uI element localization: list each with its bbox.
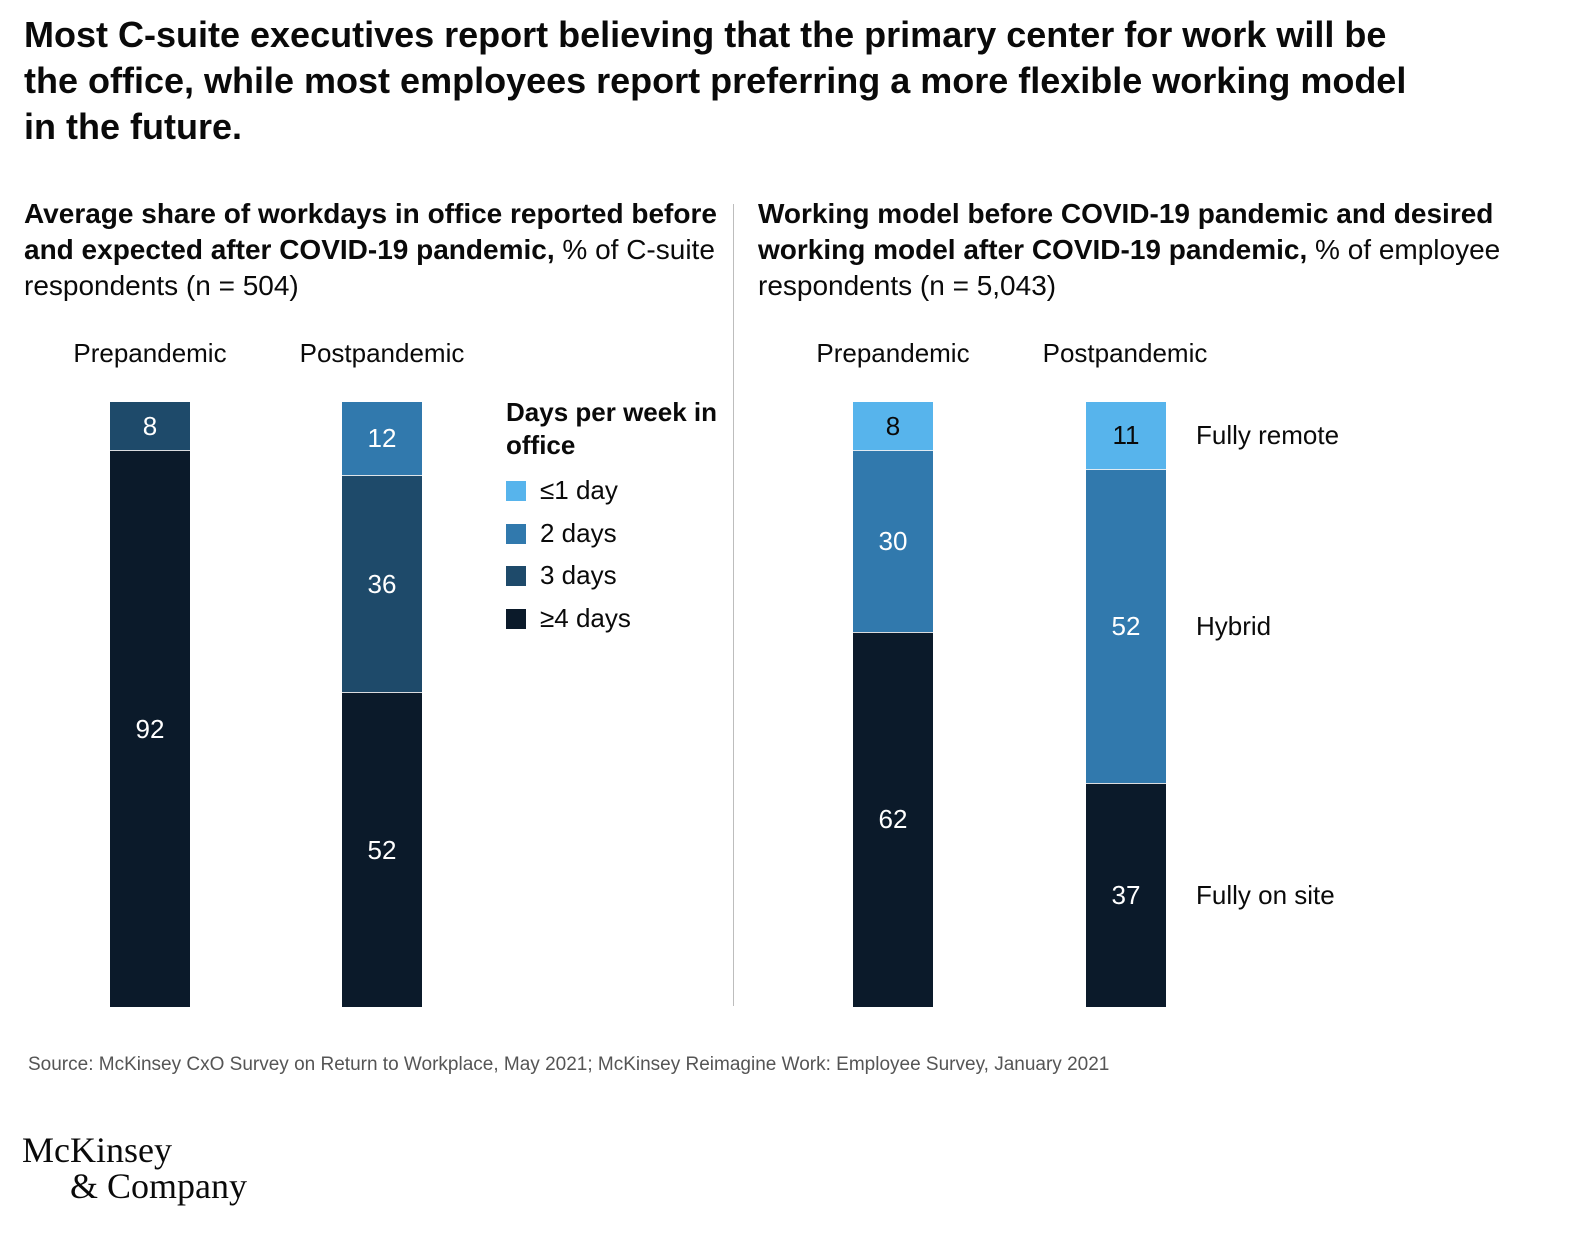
legend-label-3days: 3 days (540, 560, 617, 590)
data-label-3-days: 36 (367, 568, 397, 599)
data-label-hybrid: 52 (1111, 610, 1141, 641)
bar-segment-ge4-days (342, 692, 422, 1007)
bar-segment-2-days (342, 402, 422, 475)
data-label-fully-on-site: 62 (878, 804, 908, 835)
right-chart-title-rest: % of employee respondents (n = 5,043) (758, 234, 1501, 301)
right-bar-prepandemic: 8 30 62 (853, 402, 933, 1007)
logo-line-2: & Company (70, 1166, 247, 1206)
data-label-3-days: 8 (142, 411, 158, 442)
right-chart-subtitle: Working model before COVID-19 pandemic a… (758, 196, 1558, 304)
right-col-label-postpandemic: Postpandemic (1042, 338, 1208, 368)
bar-segment-fully-remote (853, 402, 933, 451)
legend-swatch-2days (506, 524, 526, 544)
left-bar-prepandemic: 8 92 (110, 402, 190, 1007)
legend-title: Days per week in office (506, 397, 717, 460)
left-chart-title-rest: % of C-suite respondents (n = 504) (24, 234, 715, 301)
bar-segment-fully-on-site (1086, 783, 1166, 1007)
bar-segment-hybrid (853, 450, 933, 632)
data-label-ge4-days: 52 (367, 834, 397, 865)
legend-swatch-3days (506, 566, 526, 586)
left-bar-postpandemic: 12 36 52 (342, 402, 422, 1007)
right-chart-title-bold: Working model before COVID-19 pandemic a… (758, 198, 1494, 265)
data-label-ge4-days: 92 (135, 713, 165, 744)
bar-segment-ge4-days (110, 450, 190, 1007)
right-bar-postpandemic: 11 52 37 (1086, 402, 1166, 1007)
data-label-2-days: 12 (367, 423, 397, 454)
data-label-fully-on-site: 37 (1111, 880, 1141, 911)
side-label-fully-on-site: Fully on site (1196, 880, 1335, 911)
chart-divider (733, 204, 734, 1006)
left-col-label-prepandemic: Prepandemic (73, 338, 227, 368)
side-label-fully-remote: Fully remote (1196, 420, 1340, 451)
legend-label-le1: ≤1 day (540, 475, 618, 505)
bar-segment-fully-on-site (853, 631, 933, 1007)
mckinsey-logo: McKinsey & Company (22, 1132, 247, 1204)
headline: Most C-suite executives report believing… (24, 14, 1407, 147)
left-col-label-postpandemic: Postpandemic (299, 338, 465, 368)
source-note: Source: McKinsey CxO Survey on Return to… (28, 1054, 1110, 1075)
data-label-fully-remote: 11 (1112, 420, 1140, 451)
bar-segment-fully-remote (1086, 402, 1166, 469)
data-label-fully-remote: 8 (885, 411, 901, 442)
logo-line-1: McKinsey (22, 1130, 172, 1170)
right-col-label-prepandemic: Prepandemic (816, 338, 970, 368)
data-label-hybrid: 30 (878, 526, 908, 557)
bar-segment-3-days (342, 474, 422, 693)
legend-label-ge4: ≥4 days (540, 603, 631, 633)
left-chart-title-bold: Average share of workdays in office repo… (24, 198, 717, 265)
side-label-hybrid: Hybrid (1196, 610, 1272, 641)
bar-segment-hybrid (1086, 468, 1166, 784)
legend-swatch-ge4 (506, 609, 526, 629)
bar-segment-3-days (110, 402, 190, 451)
legend-label-2days: 2 days (540, 518, 617, 548)
left-chart-subtitle: Average share of workdays in office repo… (24, 196, 724, 304)
legend-swatch-le1 (506, 481, 526, 501)
